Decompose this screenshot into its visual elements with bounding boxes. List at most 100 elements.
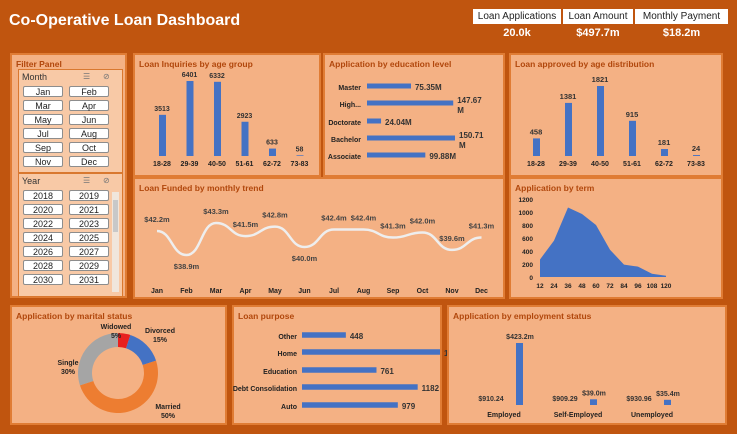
year-option[interactable]: 2021: [69, 204, 109, 215]
data-label: M: [457, 106, 464, 115]
month-label: May: [268, 288, 282, 295]
year-option[interactable]: 2030: [23, 274, 63, 285]
panel-title: Loan approved by age distribution: [515, 59, 655, 69]
data-label: $42.4m: [321, 214, 347, 223]
data-label: 147.67: [457, 96, 482, 105]
month-slicer: Month ☰ ⊘ Jan Feb Mar Apr May Jun Jul Aug Sep Oct…: [18, 69, 123, 173]
donut-slice: [118, 333, 131, 349]
data-label: $423.2m: [506, 334, 534, 341]
data-label: 915: [626, 110, 639, 119]
month-label: Jul: [329, 288, 339, 295]
year-option[interactable]: 2019: [69, 190, 109, 201]
multi-select-icon[interactable]: ☰: [83, 176, 91, 185]
bar: [296, 155, 304, 156]
x-tick-label: 36: [564, 283, 572, 290]
panel-title: Loan purpose: [238, 311, 295, 321]
bar: [302, 349, 440, 355]
month-option[interactable]: Feb: [69, 86, 109, 97]
month-option[interactable]: Oct: [69, 142, 109, 153]
data-label: $909.29: [552, 396, 577, 403]
month-option[interactable]: Jun: [69, 114, 109, 125]
kpi-value: $497.7m: [576, 27, 620, 39]
year-option[interactable]: 2022: [23, 218, 63, 229]
x-tick-label: 48: [578, 283, 586, 290]
month-label: Feb: [180, 288, 192, 295]
month-option[interactable]: May: [23, 114, 63, 125]
month-option[interactable]: Aug: [69, 128, 109, 139]
bar: [661, 149, 668, 156]
area: [540, 207, 666, 277]
multi-select-icon[interactable]: ☰: [83, 72, 91, 81]
month-option[interactable]: Mar: [23, 100, 63, 111]
category-label: 40-50: [208, 161, 226, 168]
slice-label: Married: [155, 404, 180, 411]
year-option[interactable]: 2027: [69, 246, 109, 257]
panel-title: Loan Inquiries by age group: [139, 59, 253, 69]
data-label: 6401: [182, 72, 198, 79]
data-label: $41.3m: [380, 222, 406, 231]
y-tick-label: 600: [522, 236, 533, 243]
year-scrollbar[interactable]: [112, 192, 119, 292]
data-label: 58: [296, 146, 304, 153]
clear-filter-icon[interactable]: ⊘: [103, 176, 110, 185]
data-label: $38.9m: [174, 262, 200, 271]
bar: [214, 81, 221, 156]
data-label: 448: [350, 332, 364, 341]
kpi-loan-amount: Loan Amount $497.7m: [563, 9, 633, 42]
month-option[interactable]: Dec: [69, 156, 109, 167]
month-option[interactable]: Jul: [23, 128, 63, 139]
year-option[interactable]: 2020: [23, 204, 63, 215]
category-label: 29-39: [181, 161, 199, 168]
year-option[interactable]: 2023: [69, 218, 109, 229]
bar: [269, 148, 276, 156]
bar: [302, 332, 346, 338]
category-label: Bachelor: [331, 137, 361, 144]
category-label: Education: [263, 369, 297, 376]
year-option[interactable]: 2026: [23, 246, 63, 257]
month-option[interactable]: Sep: [23, 142, 63, 153]
kpi-loan-applications: Loan Applications 20.0k: [473, 9, 561, 42]
x-tick-label: 84: [620, 283, 628, 290]
data-label: $930.96: [626, 396, 651, 403]
loan-funded-panel: Loan Funded by monthly trend $42.2m Jan $3…: [133, 177, 505, 299]
year-option[interactable]: 2028: [23, 260, 63, 271]
slice-label: Single: [57, 360, 78, 367]
year-option[interactable]: 2031: [69, 274, 109, 285]
kpi-label: Loan Amount: [563, 9, 633, 24]
bar: [159, 114, 166, 156]
data-label: 761: [380, 367, 394, 376]
year-option[interactable]: 2029: [69, 260, 109, 271]
loan-funded-chart: $42.2m Jan $38.9m Feb $43.3m Mar $41.5m Apr $42.…: [144, 207, 494, 295]
panel-title: Application by term: [515, 183, 595, 193]
donut-slice: [126, 334, 157, 365]
x-tick-label: 120: [661, 283, 672, 290]
data-label: $39.0m: [582, 390, 606, 397]
clear-filter-icon[interactable]: ⊘: [103, 72, 110, 81]
bar: [302, 367, 377, 373]
category-label: Home: [278, 351, 298, 358]
bar: [367, 83, 411, 89]
year-option[interactable]: 2018: [23, 190, 63, 201]
data-label: 458: [530, 127, 543, 136]
filter-panel: Filter Panel Month ☰ ⊘ Jan Feb Mar Apr May Ju…: [10, 53, 127, 298]
bar: [664, 399, 671, 405]
month-option[interactable]: Nov: [23, 156, 63, 167]
month-option[interactable]: Jan: [23, 86, 63, 97]
category-label: 51-61: [623, 161, 641, 168]
category-label: High...: [340, 102, 361, 109]
year-scrollbar-thumb[interactable]: [113, 200, 118, 232]
year-option[interactable]: 2025: [69, 232, 109, 243]
y-tick-label: 1200: [519, 197, 534, 204]
panel-title: Application by education level: [329, 59, 452, 69]
bar: [693, 155, 700, 156]
data-label: M: [459, 141, 466, 150]
data-label: 6332: [209, 73, 225, 80]
category-label: Unemployed: [631, 412, 673, 419]
loan-inquiries-chart: 3513 18-28 6401 29-39 6332 40-50 2923 51-61 633 6…: [153, 72, 309, 168]
month-label: Apr: [239, 288, 251, 295]
data-label: 1381: [560, 92, 577, 101]
year-option[interactable]: 2024: [23, 232, 63, 243]
month-option[interactable]: Apr: [69, 100, 109, 111]
slice-percent: 15%: [153, 337, 168, 344]
month-slicer-label: Month: [22, 72, 48, 82]
